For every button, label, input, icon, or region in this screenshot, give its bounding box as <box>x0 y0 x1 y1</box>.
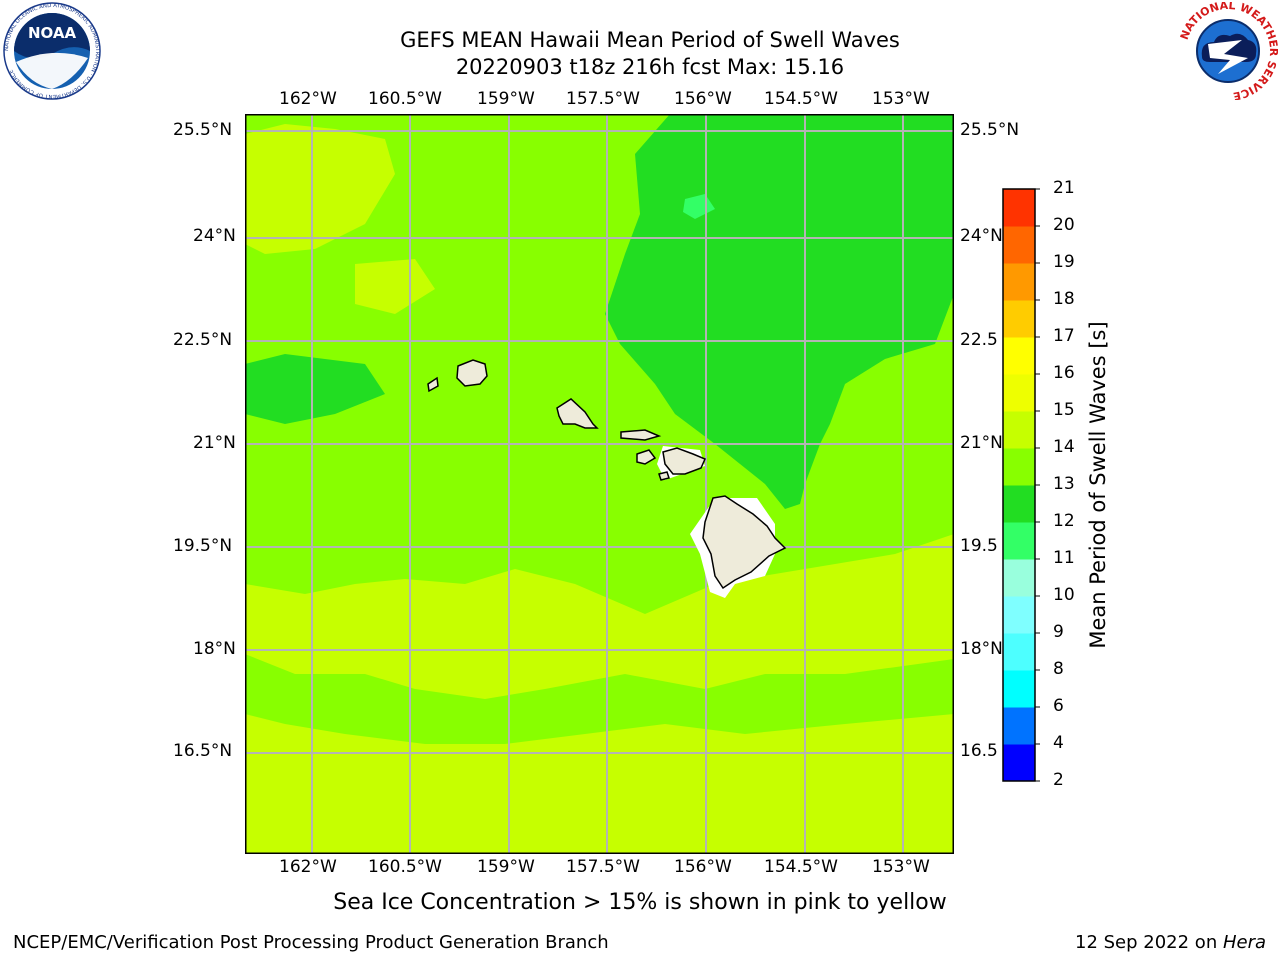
map-title: GEFS MEAN Hawaii Mean Period of Swell Wa… <box>400 28 900 52</box>
colorbar-tick-label: 8 <box>1053 659 1064 679</box>
colorbar-tick-label: 11 <box>1053 548 1075 568</box>
lon-tick-top-6: 153°W <box>872 89 930 109</box>
footer-date: 12 Sep 2022 on Hera <box>1075 932 1266 953</box>
lat-tick-right-4: 19.5 <box>960 536 998 556</box>
lon-tick-top-1: 160.5°W <box>368 89 442 109</box>
footer-machine: Hera <box>1222 932 1266 953</box>
field-yellowgreen-nw <box>245 124 435 314</box>
colorbar-tick-label: 21 <box>1053 178 1075 198</box>
svg-text:NOAA: NOAA <box>28 24 77 42</box>
colorbar-tick-label: 9 <box>1053 622 1064 642</box>
colorbar-tick-label: 14 <box>1053 437 1075 457</box>
colorbar-segment <box>1003 485 1035 523</box>
field-green-west <box>245 354 385 424</box>
lat-tick-left-5: 18°N <box>193 639 236 659</box>
lat-tick-right-3: 21°N <box>960 433 1003 453</box>
colorbar-segment <box>1003 226 1035 264</box>
lon-tick-bottom-3: 157.5°W <box>566 857 640 877</box>
colorbar-segment <box>1003 263 1035 301</box>
colorbar-segment <box>1003 189 1035 227</box>
island-maui <box>662 447 706 475</box>
island-lanai <box>636 449 657 465</box>
lon-tick-top-5: 154.5°W <box>764 89 838 109</box>
colorbar-segment <box>1003 744 1035 782</box>
colorbar-segment <box>1003 411 1035 449</box>
island-kahoolawe <box>658 471 670 481</box>
footer-date-text: 12 Sep 2022 on <box>1075 932 1223 953</box>
footer-credit: NCEP/EMC/Verification Post Processing Pr… <box>13 932 609 953</box>
colorbar-tick-label: 19 <box>1053 252 1075 272</box>
colorbar-tick-label: 12 <box>1053 511 1075 531</box>
colorbar-tick-label: 15 <box>1053 400 1075 420</box>
colorbar-tick-label: 2 <box>1053 770 1064 790</box>
colorbar-tick-label: 17 <box>1053 326 1075 346</box>
colorbar-segment <box>1003 633 1035 671</box>
lon-tick-top-4: 156°W <box>674 89 732 109</box>
lat-tick-right-0: 25.5°N <box>960 120 1020 140</box>
lon-tick-bottom-2: 159°W <box>477 857 535 877</box>
colorbar-segment <box>1003 559 1035 597</box>
map-subtitle: 20220903 t18z 216h fcst Max: 15.16 <box>455 55 845 79</box>
island-oahu <box>556 398 599 429</box>
lat-tick-right-1: 24°N <box>960 226 1003 246</box>
colorbar <box>1002 188 1040 782</box>
colorbar-tick-label: 18 <box>1053 289 1075 309</box>
colorbar-segment <box>1003 374 1035 412</box>
colorbar-label: Mean Period of Swell Waves [s] <box>1086 321 1110 649</box>
lon-tick-bottom-4: 156°W <box>674 857 732 877</box>
swell-period-map <box>245 114 954 854</box>
colorbar-segment <box>1003 596 1035 634</box>
colorbar-segment <box>1003 707 1035 745</box>
lat-tick-left-4: 19.5°N <box>173 536 233 556</box>
lon-tick-bottom-1: 160.5°W <box>368 857 442 877</box>
colorbar-segment <box>1003 337 1035 375</box>
lat-tick-right-6: 16.5 <box>960 741 998 761</box>
colorbar-tick-label: 20 <box>1053 215 1075 235</box>
hawaiian-islands <box>427 359 787 590</box>
lat-tick-right-2: 22.5 <box>960 330 998 350</box>
lat-tick-left-2: 22.5°N <box>173 330 233 350</box>
graticule <box>245 114 954 854</box>
island-niihau <box>427 376 439 393</box>
colorbar-segment <box>1003 448 1035 486</box>
island-molokai <box>620 429 662 441</box>
lat-tick-right-5: 18°N <box>960 639 1003 659</box>
lon-tick-top-2: 159°W <box>477 89 535 109</box>
noaa-logo: NATIONAL OCEANIC AND ATMOSPHERIC ADMINIS… <box>3 2 101 100</box>
colorbar-segment <box>1003 670 1035 708</box>
island-kauai <box>456 359 488 387</box>
colorbar-tick-label: 10 <box>1053 585 1075 605</box>
lon-tick-bottom-0: 162°W <box>279 857 337 877</box>
colorbar-tick-label: 6 <box>1053 696 1064 716</box>
lon-tick-bottom-6: 153°W <box>872 857 930 877</box>
colorbar-tick-label: 13 <box>1053 474 1075 494</box>
colorbar-tick-label: 16 <box>1053 363 1075 383</box>
sea-ice-note: Sea Ice Concentration > 15% is shown in … <box>333 890 947 915</box>
lon-tick-bottom-5: 154.5°W <box>764 857 838 877</box>
colorbar-segment <box>1003 300 1035 338</box>
lat-tick-left-0: 25.5°N <box>173 120 233 140</box>
lat-tick-left-6: 16.5°N <box>173 741 233 761</box>
lat-tick-left-3: 21°N <box>193 433 236 453</box>
island-hawaii <box>702 495 787 590</box>
lon-tick-top-3: 157.5°W <box>566 89 640 109</box>
nws-logo: NATIONAL WEATHER SERVICE <box>1178 2 1278 100</box>
lat-tick-left-1: 24°N <box>193 226 236 246</box>
colorbar-tick-label: 4 <box>1053 733 1064 753</box>
lon-tick-top-0: 162°W <box>279 89 337 109</box>
colorbar-segment <box>1003 522 1035 560</box>
